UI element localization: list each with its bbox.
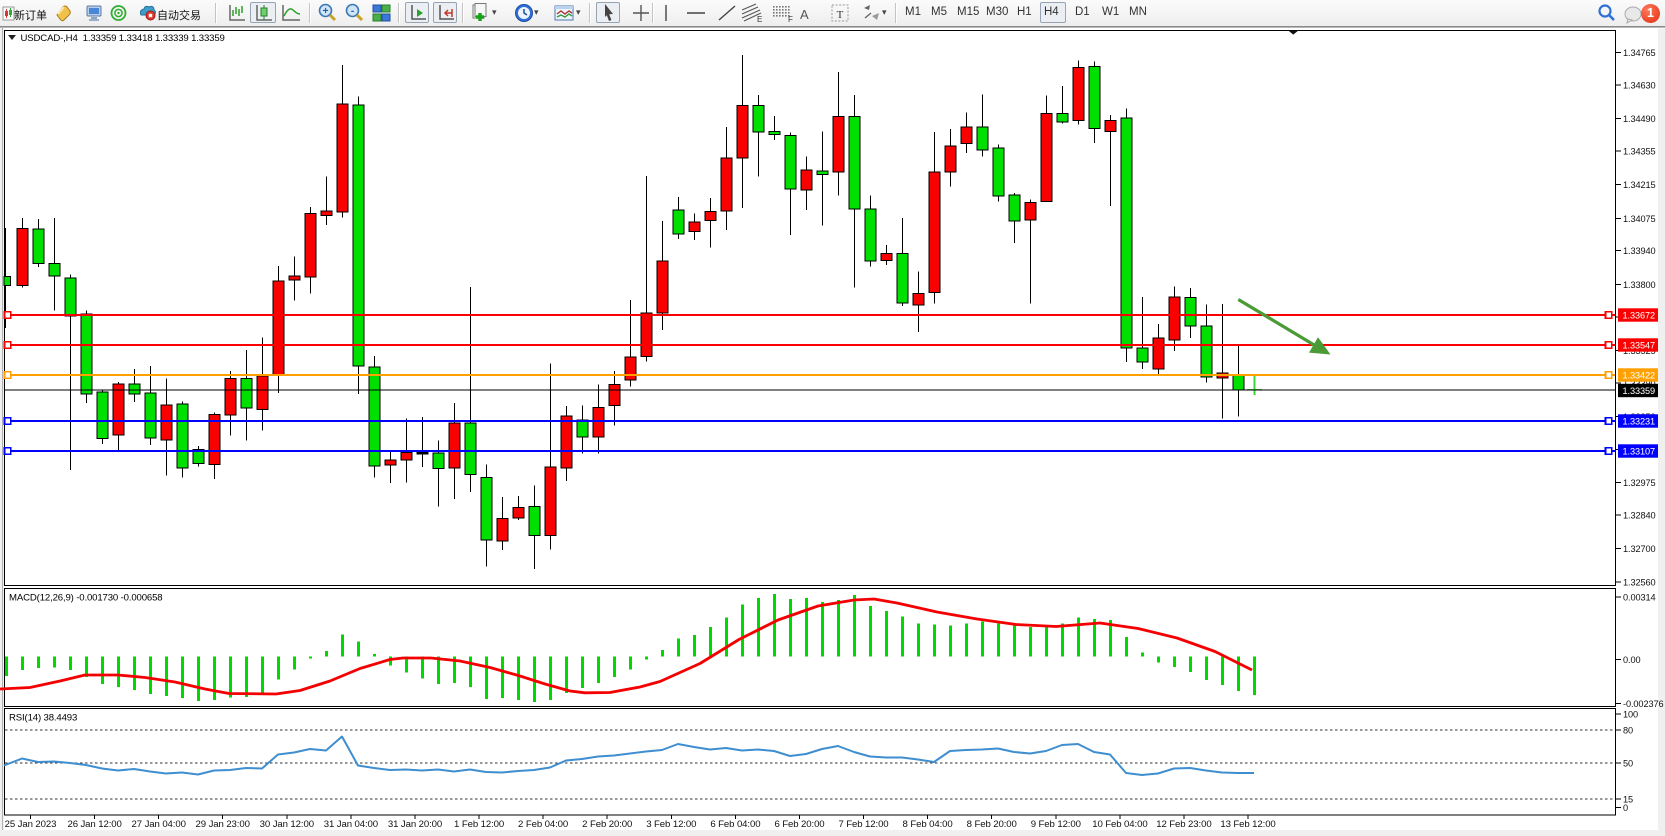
svg-text:1.33231: 1.33231: [1623, 417, 1656, 427]
svg-text:13 Feb 12:00: 13 Feb 12:00: [1220, 819, 1275, 830]
svg-text:1.34075: 1.34075: [1623, 214, 1656, 224]
svg-text:25 Jan 2023: 25 Jan 2023: [5, 819, 57, 830]
svg-text:1.33107: 1.33107: [1623, 447, 1656, 457]
svg-text:27 Jan 04:00: 27 Jan 04:00: [132, 819, 186, 830]
svg-text:1.33672: 1.33672: [1623, 311, 1656, 321]
svg-text:29 Jan 23:00: 29 Jan 23:00: [196, 819, 250, 830]
svg-text:2 Feb 04:00: 2 Feb 04:00: [518, 819, 568, 830]
svg-text:0.00: 0.00: [1623, 655, 1640, 665]
svg-text:1.34355: 1.34355: [1623, 147, 1656, 157]
svg-text:9 Feb 12:00: 9 Feb 12:00: [1031, 819, 1081, 830]
svg-text:1.33359: 1.33359: [1623, 386, 1656, 396]
svg-text:1.32560: 1.32560: [1623, 578, 1656, 588]
svg-text:1.34490: 1.34490: [1623, 114, 1656, 124]
svg-text:+: +: [323, 6, 329, 17]
svg-text:1.34630: 1.34630: [1623, 81, 1656, 91]
svg-text:F: F: [788, 15, 793, 24]
svg-text:RSI(14) 38.4493: RSI(14) 38.4493: [9, 713, 77, 724]
svg-text:10 Feb 04:00: 10 Feb 04:00: [1092, 819, 1147, 830]
svg-text:6 Feb 04:00: 6 Feb 04:00: [710, 819, 760, 830]
svg-text:-: -: [351, 6, 354, 17]
svg-text:1.34215: 1.34215: [1623, 180, 1656, 190]
svg-text:50: 50: [1623, 759, 1633, 769]
svg-text:8 Feb 04:00: 8 Feb 04:00: [903, 819, 953, 830]
svg-text:3 Feb 12:00: 3 Feb 12:00: [646, 819, 696, 830]
svg-text:6 Feb 20:00: 6 Feb 20:00: [774, 819, 824, 830]
svg-text:100: 100: [1623, 710, 1638, 720]
svg-text:0.00314: 0.00314: [1623, 593, 1656, 603]
svg-text:T: T: [837, 9, 844, 21]
svg-text:12 Feb 23:00: 12 Feb 23:00: [1156, 819, 1211, 830]
svg-text:1.33390: 1.33390: [1623, 379, 1656, 389]
svg-text:1.33422: 1.33422: [1623, 371, 1656, 381]
svg-text:1 Feb 12:00: 1 Feb 12:00: [454, 819, 504, 830]
svg-text:80: 80: [1623, 726, 1633, 736]
svg-text:1.33800: 1.33800: [1623, 280, 1656, 290]
svg-text:31 Jan 20:00: 31 Jan 20:00: [388, 819, 442, 830]
svg-text:1.32700: 1.32700: [1623, 544, 1656, 554]
svg-text:15: 15: [1623, 795, 1633, 805]
svg-text:1.32975: 1.32975: [1623, 478, 1656, 488]
svg-text:8 Feb 20:00: 8 Feb 20:00: [967, 819, 1017, 830]
svg-text:30 Jan 12:00: 30 Jan 12:00: [260, 819, 314, 830]
svg-text:7 Feb 12:00: 7 Feb 12:00: [838, 819, 888, 830]
svg-text:-0.002376: -0.002376: [1623, 699, 1663, 709]
svg-text:E: E: [757, 15, 762, 24]
svg-text:USDCAD-,H4 1.33359 1.33418 1.: USDCAD-,H4 1.33359 1.33418 1.33339 1.333…: [21, 33, 225, 44]
svg-text:1.34765: 1.34765: [1623, 48, 1656, 58]
svg-text:1.33547: 1.33547: [1623, 341, 1656, 351]
svg-text:2 Feb 20:00: 2 Feb 20:00: [582, 819, 632, 830]
svg-text:31 Jan 04:00: 31 Jan 04:00: [324, 819, 378, 830]
svg-text:1.33940: 1.33940: [1623, 246, 1656, 256]
svg-text:0: 0: [1623, 803, 1628, 813]
svg-text:26 Jan 12:00: 26 Jan 12:00: [67, 819, 121, 830]
svg-text:MACD(12,26,9) -0.001730 -0.000: MACD(12,26,9) -0.001730 -0.000658: [9, 593, 162, 604]
svg-text:1.32840: 1.32840: [1623, 510, 1656, 520]
